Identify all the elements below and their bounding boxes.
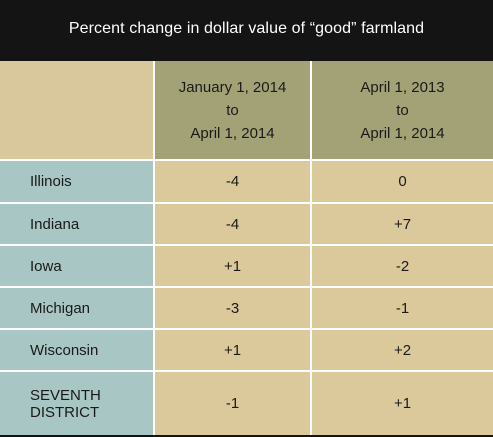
row-label-iowa: Iowa xyxy=(0,244,155,286)
value-iowa-annual: -2 xyxy=(312,244,493,286)
bottom-rule xyxy=(0,435,493,437)
value-michigan-quarterly: -3 xyxy=(155,286,312,328)
value-illinois-annual: 0 xyxy=(312,159,493,202)
row-label-illinois: Illinois xyxy=(0,159,155,202)
value-iowa-quarterly: +1 xyxy=(155,244,312,286)
value-michigan-annual: -1 xyxy=(312,286,493,328)
value-indiana-annual: +7 xyxy=(312,202,493,244)
column-header-annual: April 1, 2013 to April 1, 2014 xyxy=(312,61,493,159)
value-illinois-quarterly: -4 xyxy=(155,159,312,202)
header-stub xyxy=(0,61,155,159)
row-label-wisconsin: Wisconsin xyxy=(0,328,155,370)
value-seventh-district-quarterly: -1 xyxy=(155,370,312,435)
column-header-quarterly: January 1, 2014 to April 1, 2014 xyxy=(155,61,312,159)
table-title: Percent change in dollar value of “good”… xyxy=(0,0,493,57)
row-label-indiana: Indiana xyxy=(0,202,155,244)
row-label-michigan: Michigan xyxy=(0,286,155,328)
row-label-seventh-district: SEVENTH DISTRICT xyxy=(0,370,155,435)
value-wisconsin-quarterly: +1 xyxy=(155,328,312,370)
value-seventh-district-annual: +1 xyxy=(312,370,493,435)
value-wisconsin-annual: +2 xyxy=(312,328,493,370)
value-indiana-quarterly: -4 xyxy=(155,202,312,244)
data-table: January 1, 2014 to April 1, 2014 April 1… xyxy=(0,61,493,435)
